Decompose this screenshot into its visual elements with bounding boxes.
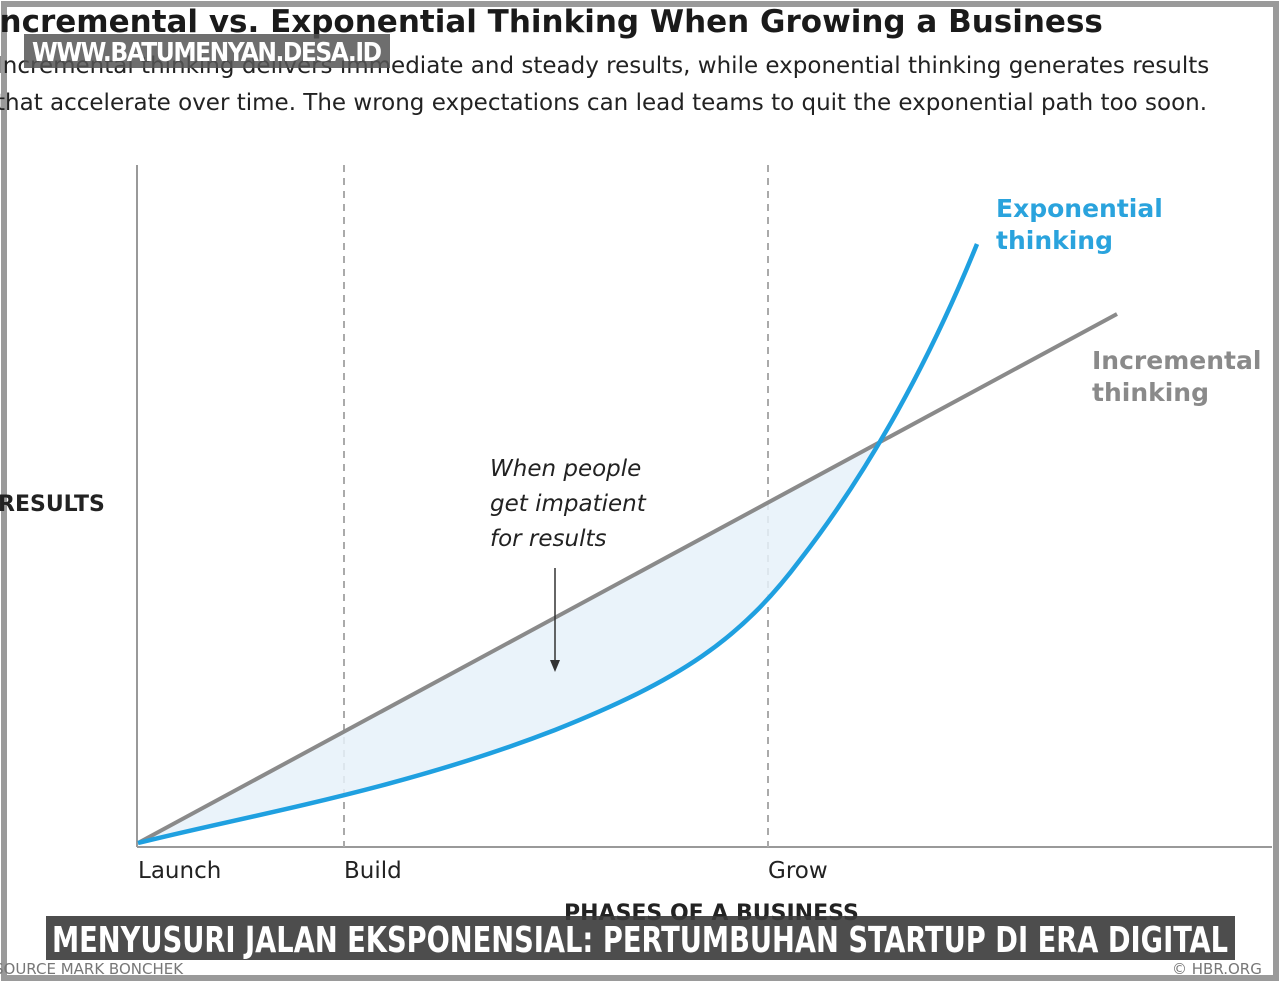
credit: © HBR.ORG [1172, 960, 1262, 978]
curve-label: Incremental [1092, 346, 1261, 375]
annotation-line: for results [490, 526, 607, 552]
caption: MENYUSURI JALAN EKSPONENSIAL: PERTUMBUHA… [52, 920, 1228, 961]
subtitle-line: that accelerate over time. The wrong exp… [0, 90, 1207, 116]
watermark-box [24, 34, 390, 68]
phase-label: Build [344, 858, 402, 884]
incremental-line [137, 312, 1118, 845]
curve-label: thinking [996, 226, 1113, 255]
source: SOURCE MARK BONCHEK [0, 960, 184, 978]
watermark: WWW.BATUMENYAN.DESA.ID [32, 38, 382, 68]
curve-label: thinking [1092, 378, 1209, 407]
exponential-curve [137, 243, 980, 846]
phase-label: Grow [768, 858, 828, 884]
annotation-line: get impatient [490, 491, 647, 517]
arrow-head [550, 660, 560, 672]
y-axis-label: RESULTS [0, 492, 105, 517]
caption-box [46, 916, 1235, 960]
curve-label: Exponential [996, 194, 1163, 223]
annotation-line: When people [490, 456, 641, 482]
phase-label: Launch [138, 858, 221, 884]
